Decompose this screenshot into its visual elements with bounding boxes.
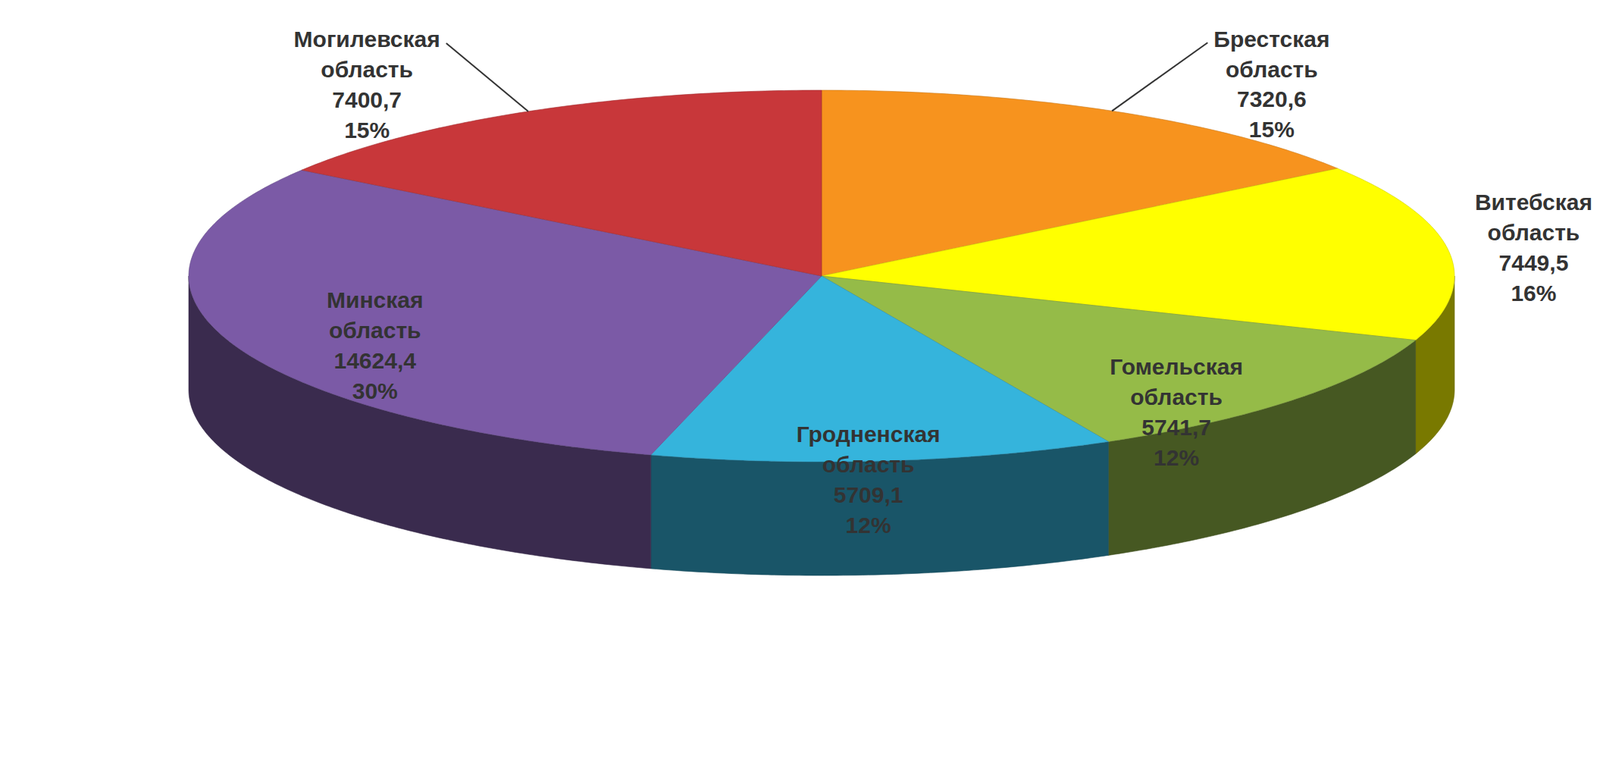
category-label: Витебская область bbox=[1474, 189, 1593, 245]
category-label: Гродненская область bbox=[796, 421, 941, 477]
value-label: 7400,7 bbox=[331, 87, 402, 113]
percent-label: 12% bbox=[845, 512, 892, 538]
category-label-line: область bbox=[328, 317, 422, 343]
value-label: 7320,6 bbox=[1236, 86, 1307, 112]
category-label-line: Витебская bbox=[1474, 189, 1593, 215]
category-label-line: Минская bbox=[326, 287, 423, 313]
category-label-line: область bbox=[822, 451, 915, 477]
category-label-line: область bbox=[1130, 384, 1223, 410]
category-label-line: Могилевская bbox=[294, 26, 441, 52]
percent-label: 15% bbox=[1249, 116, 1295, 142]
category-label: Брестская область bbox=[1213, 25, 1330, 82]
category-label-line: Брестская bbox=[1213, 25, 1330, 51]
slice-label: Гродненская область 5709,1 12% bbox=[796, 421, 941, 538]
category-label: Могилевская область bbox=[294, 26, 441, 82]
slice bbox=[301, 90, 822, 276]
category-label: Гомельская область bbox=[1109, 353, 1244, 410]
category-label-line: Гродненская bbox=[796, 421, 941, 447]
category-label: Минская область bbox=[326, 287, 423, 343]
category-label-line: область bbox=[1487, 219, 1581, 245]
slice-label: Гомельская область 5741,7 12% bbox=[1109, 353, 1244, 470]
slice-label: Витебская область 7449,5 16% bbox=[1474, 189, 1593, 306]
percent-label: 16% bbox=[1510, 280, 1557, 306]
category-label-line: Гомельская bbox=[1109, 353, 1244, 379]
leader-line bbox=[1111, 42, 1208, 111]
slice-side bbox=[651, 441, 1109, 576]
slice-label: Минская область 14624,4 30% bbox=[326, 287, 423, 404]
slice-label: Могилевская область 7400,7 15% bbox=[294, 26, 441, 143]
percent-label: 30% bbox=[352, 378, 398, 404]
chart: Брестская область 7320,6 15% Витебская област… bbox=[0, 0, 1600, 784]
value-label: 5709,1 bbox=[833, 482, 904, 508]
value-label: 7449,5 bbox=[1499, 250, 1569, 276]
pie bbox=[188, 90, 1455, 576]
category-label-line: область bbox=[320, 56, 414, 82]
percent-label: 12% bbox=[1153, 444, 1200, 470]
data-labels: Брестская область 7320,6 15% Витебская област… bbox=[294, 25, 1593, 537]
value-label: 5741,7 bbox=[1141, 414, 1212, 440]
leader-line bbox=[446, 43, 529, 112]
value-label: 14624,4 bbox=[333, 347, 417, 373]
leader-lines bbox=[446, 42, 1209, 112]
slice-label: Брестская область 7320,6 15% bbox=[1213, 25, 1330, 142]
percent-label: 15% bbox=[344, 117, 390, 143]
category-label-line: область bbox=[1225, 56, 1319, 82]
